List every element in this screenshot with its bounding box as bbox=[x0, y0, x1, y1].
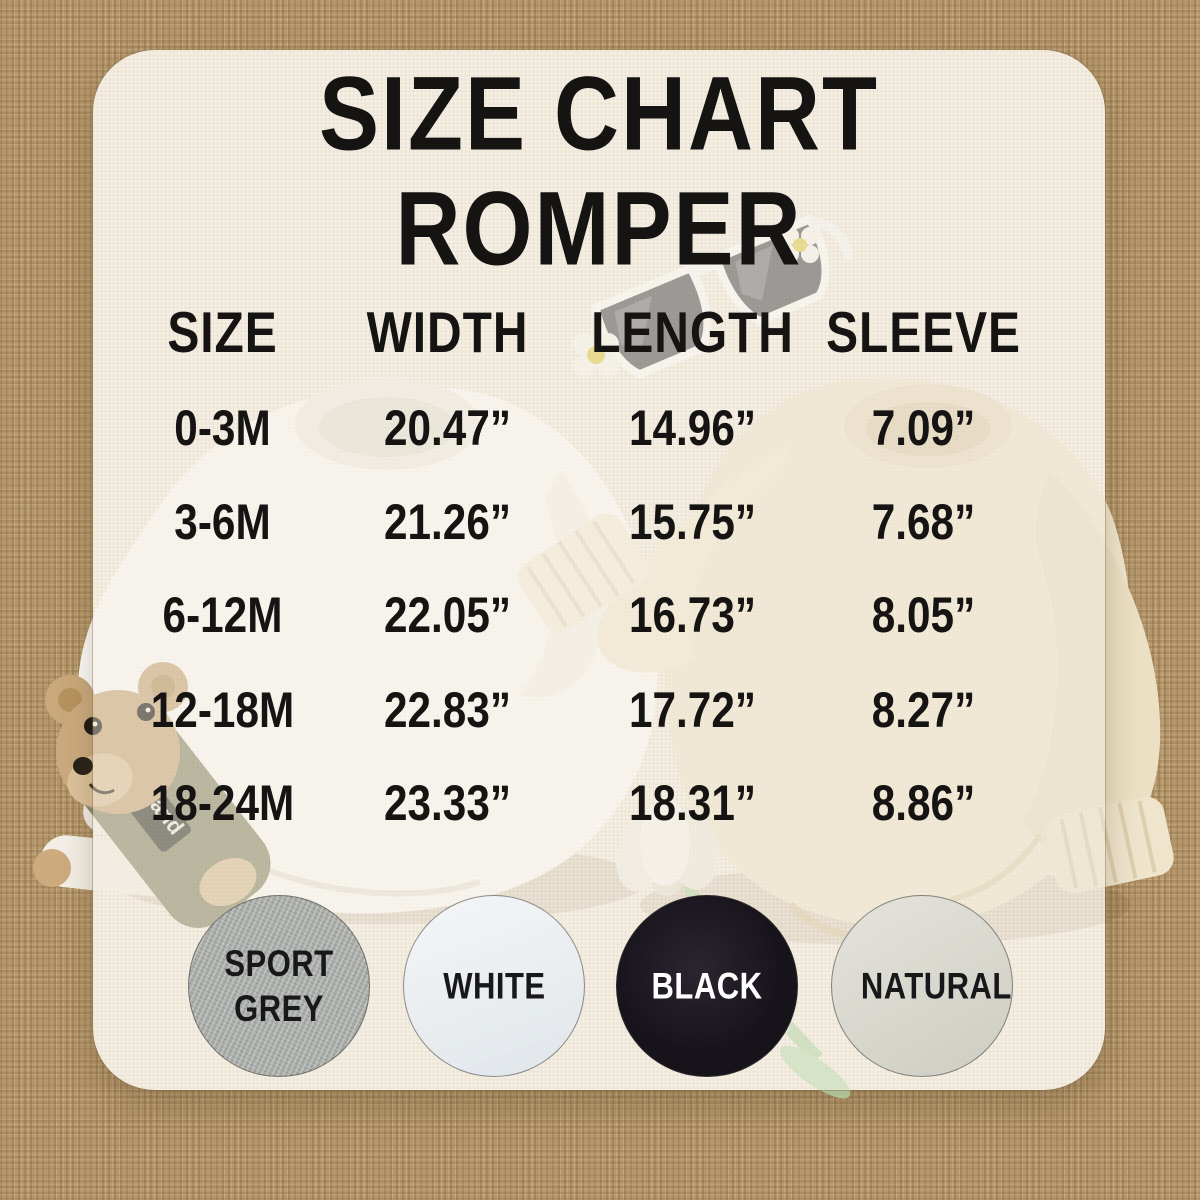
length-cell: 15.75” bbox=[628, 492, 757, 550]
table-row: 0-3M 20.47” 14.96” 7.09” bbox=[120, 398, 1032, 458]
color-swatch-natural: NATURAL bbox=[831, 895, 1013, 1077]
width-cell: 23.33” bbox=[383, 773, 512, 831]
color-swatch-sport-grey: SPORT GREY bbox=[188, 895, 370, 1077]
length-cell: 18.31” bbox=[628, 773, 757, 831]
table-row: 3-6M 21.26” 15.75” 7.68” bbox=[120, 492, 1032, 552]
width-cell: 20.47” bbox=[383, 398, 512, 456]
table-row: 18-24M 23.33” 18.31” 8.86” bbox=[120, 773, 1032, 833]
column-header-sleeve: SLEEVE bbox=[826, 300, 1021, 364]
page-title: SIZE CHART ROMPER bbox=[93, 56, 1105, 288]
size-cell: 6-12M bbox=[162, 585, 283, 643]
width-cell: 21.26” bbox=[383, 492, 512, 550]
size-cell: 0-3M bbox=[174, 398, 271, 456]
width-cell: 22.05” bbox=[383, 585, 512, 643]
sleeve-cell: 7.09” bbox=[871, 398, 976, 456]
sleeve-cell: 8.27” bbox=[871, 680, 976, 738]
color-swatch-white: WHITE bbox=[403, 895, 585, 1077]
column-header-length: LENGTH bbox=[591, 300, 794, 364]
swatch-label: BLACK bbox=[651, 964, 763, 1007]
sleeve-cell: 8.05” bbox=[871, 585, 976, 643]
length-cell: 16.73” bbox=[628, 585, 757, 643]
swatch-label: WHITE bbox=[442, 964, 546, 1007]
length-cell: 17.72” bbox=[628, 680, 757, 738]
swatch-label: SPORT GREY bbox=[224, 942, 334, 1029]
width-cell: 22.83” bbox=[383, 680, 512, 738]
sleeve-cell: 8.86” bbox=[871, 773, 976, 831]
title-line-1: SIZE CHART bbox=[319, 56, 879, 173]
column-header-size: SIZE bbox=[167, 300, 278, 364]
size-cell: 3-6M bbox=[174, 492, 271, 550]
table-row: 6-12M 22.05” 16.73” 8.05” bbox=[120, 585, 1032, 645]
column-header-width: WIDTH bbox=[366, 300, 529, 364]
title-line-2: ROMPER bbox=[395, 171, 803, 288]
size-cell: 12-18M bbox=[150, 680, 295, 738]
swatch-label: NATURAL bbox=[860, 964, 1012, 1007]
size-cell: 18-24M bbox=[150, 773, 295, 831]
color-swatch-black: BLACK bbox=[616, 895, 798, 1077]
sleeve-cell: 7.68” bbox=[871, 492, 976, 550]
length-cell: 14.96” bbox=[628, 398, 757, 456]
table-row: 12-18M 22.83” 17.72” 8.27” bbox=[120, 680, 1032, 740]
table-header-row: SIZE WIDTH LENGTH SLEEVE bbox=[120, 300, 1032, 364]
